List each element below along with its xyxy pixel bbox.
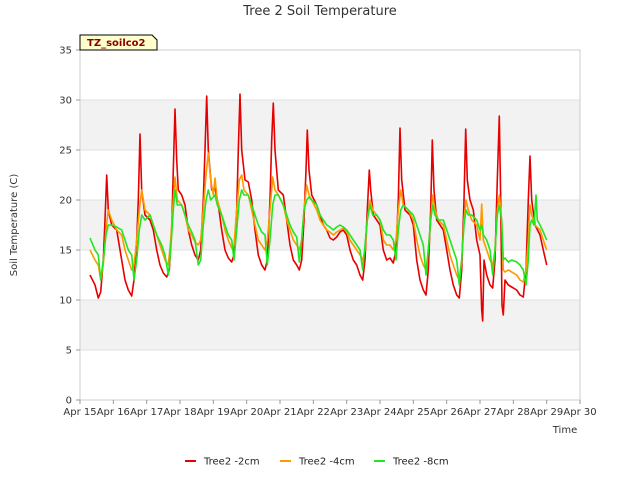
x-tick-label: Apr 18	[163, 407, 196, 418]
x-tick-label: Apr 22	[297, 407, 330, 418]
y-tick-label: 25	[59, 146, 72, 157]
x-tick-label: Apr 30	[563, 407, 596, 418]
legend-label: Tree2 -4cm	[298, 457, 355, 468]
x-tick-label: Apr 19	[197, 407, 230, 418]
chart-title: Tree 2 Soil Temperature	[242, 4, 397, 19]
badge-label: TZ_soilco2	[87, 38, 146, 49]
y-tick-label: 35	[59, 46, 72, 57]
x-tick-label: Apr 29	[530, 407, 563, 418]
y-tick-label: 15	[59, 246, 72, 257]
x-tick-label: Apr 15	[63, 407, 96, 418]
x-tick-label: Apr 28	[497, 407, 530, 418]
x-tick-label: Apr 26	[430, 407, 463, 418]
grid-bands	[80, 100, 580, 350]
legend-label: Tree2 -2cm	[203, 457, 260, 468]
legend-label: Tree2 -8cm	[392, 457, 449, 468]
y-tick-label: 5	[66, 346, 72, 357]
plot-border	[79, 49, 581, 401]
grid-band	[80, 300, 580, 350]
series-line-3	[89, 189, 548, 286]
legend: Tree2 -2cm Tree2 -4cm Tree2 -8cm	[185, 457, 449, 468]
y-axis-title: Soil Temperature (C)	[9, 174, 20, 277]
series-layer	[89, 93, 548, 322]
x-tick-label: Apr 21	[263, 407, 296, 418]
x-axis-ticks: Apr 15 Apr 16 Apr 17 Apr 18 Apr 19 Apr 20 Apr …	[63, 400, 597, 418]
badge-box	[79, 34, 158, 51]
grid-band	[80, 100, 580, 150]
y-axis-ticks: 0 5 10 15 20 25 30 35	[59, 46, 80, 407]
x-tick-label: Apr 17	[130, 407, 163, 418]
x-tick-label: Apr 23	[330, 407, 363, 418]
x-tick-label: Apr 24	[363, 407, 396, 418]
y-tick-label: 0	[66, 396, 72, 407]
x-tick-label: Apr 27	[463, 407, 496, 418]
y-tick-label: 20	[59, 196, 72, 207]
x-tick-label: Apr 16	[97, 407, 130, 418]
y-tick-label: 30	[59, 96, 72, 107]
series-badge: TZ_soilco2	[79, 34, 158, 51]
y-tick-label: 10	[59, 296, 72, 307]
x-tick-label: Apr 20	[230, 407, 263, 418]
x-tick-label: Apr 25	[397, 407, 430, 418]
x-axis-title: Time	[552, 425, 577, 436]
